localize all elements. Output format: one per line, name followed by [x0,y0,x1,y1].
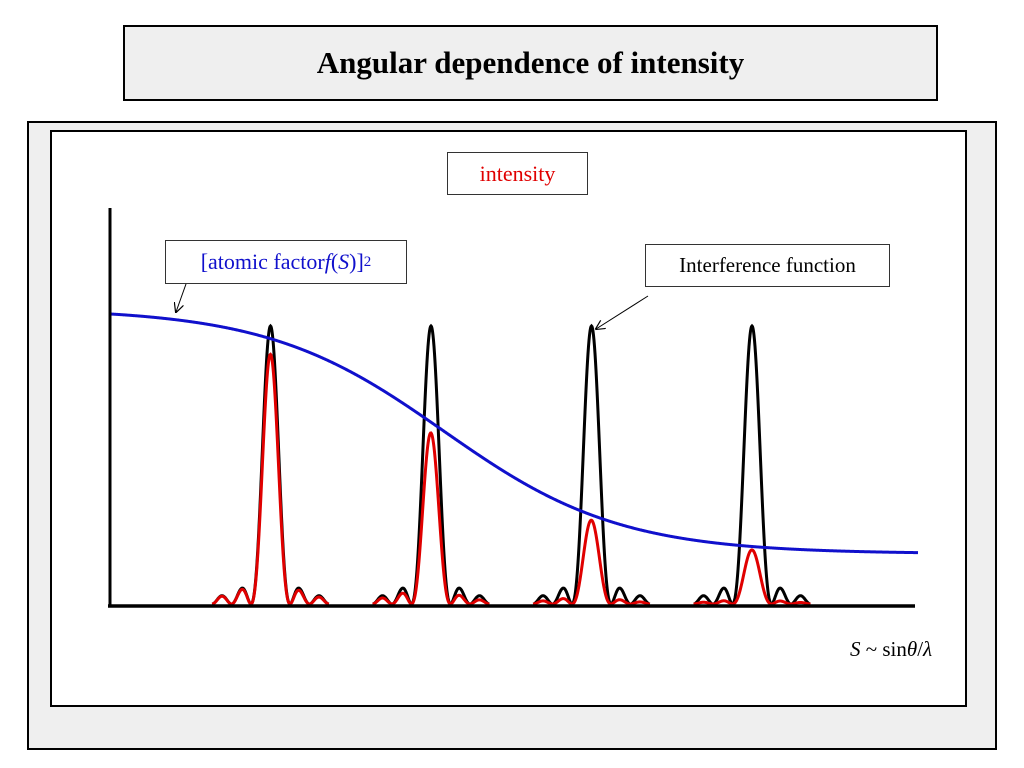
atomic-factor-pointer-arrow [176,283,187,312]
observed-peak-1 [211,352,330,606]
plot-frame [50,130,967,707]
atomic-label-prefix: [atomic factor [200,249,325,274]
atomic-label-exponent: 2 [363,253,372,270]
interference-peak-2 [372,323,490,606]
x-label-theta: θ [906,637,918,661]
interference-peak-3 [532,323,651,606]
interference-label-text: Interference function [679,253,856,277]
interference-function-curves [211,323,811,606]
x-axis-label: S ~ sinθ/λ [850,637,932,662]
x-label-sep: ~ sin [860,637,907,661]
observed-intensity-curves [211,352,811,606]
x-label-lambda: λ [923,637,933,661]
interference-peak-4 [693,323,811,606]
interference-peak-1 [211,323,330,606]
page-title: Angular dependence of intensity [316,45,745,80]
atomic-label-close: )] [349,249,364,274]
observed-peak-2 [372,431,490,606]
intensity-label-text: intensity [479,160,556,186]
observed-peak-3 [532,518,651,606]
atomic-factor-curve [109,312,919,555]
atomic-factor-label: [atomic factor f(S)] 2 [165,240,407,284]
x-label-s: S [850,637,861,661]
x-label-slash: / [917,637,924,661]
observed-peak-4 [693,548,811,606]
atomic-label-s: S [338,249,350,274]
interference-function-label: Interference function [645,244,890,287]
intensity-label: intensity [447,152,588,195]
atomic-label-f: f [324,249,331,274]
atomic-label-open: ( [330,249,339,274]
interference-pointer-arrow [596,295,649,329]
title-banner: Angular dependence of intensity [123,25,938,101]
